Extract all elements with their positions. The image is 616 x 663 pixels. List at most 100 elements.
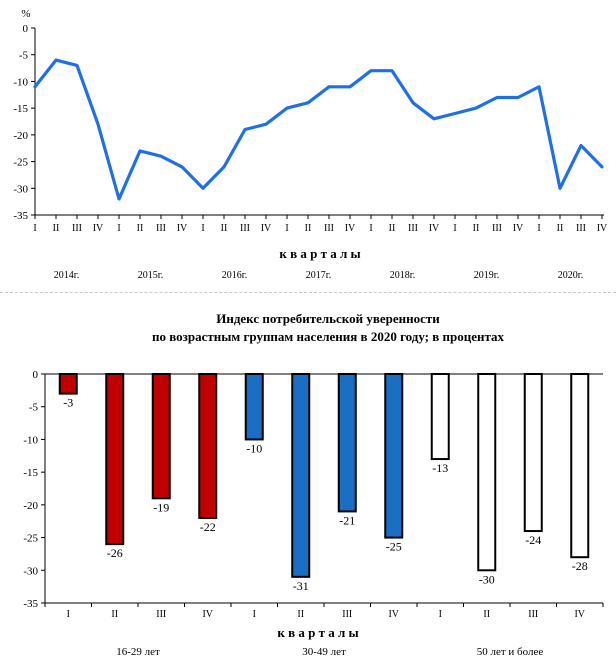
x-tick-label: III xyxy=(240,223,250,234)
bar xyxy=(430,373,450,461)
x-tick-label: IV xyxy=(93,223,104,234)
x-tick-label: IV xyxy=(177,223,188,234)
x-tick-label: I xyxy=(369,223,372,234)
x-tick-label: II xyxy=(305,223,312,234)
data-point xyxy=(327,85,331,88)
data-point xyxy=(285,106,289,110)
data-point xyxy=(243,128,247,131)
y-tick-label: -5 xyxy=(19,50,29,62)
bar-chart-bars xyxy=(58,373,590,578)
bar xyxy=(291,373,311,578)
y-tick-label: 0 xyxy=(33,369,39,381)
data-point xyxy=(159,155,163,158)
x-tick-label: I xyxy=(117,223,120,234)
bar-chart-group-labels: 16-29 лет 30-49 лет 50 лет и более xyxy=(116,646,543,658)
bar-chart-subtitle: по возрастным группам населения в 2020 г… xyxy=(152,329,505,344)
data-point xyxy=(474,106,478,110)
data-point xyxy=(222,165,226,169)
x-tick-label: III xyxy=(342,609,352,620)
x-tick-label: I xyxy=(537,223,540,234)
data-point xyxy=(537,85,541,88)
value-label-bg xyxy=(520,534,546,548)
x-tick-label: I xyxy=(285,223,288,234)
year-label: 2018г. xyxy=(390,270,415,281)
data-point xyxy=(390,69,394,72)
x-tick-label: I xyxy=(453,223,456,234)
value-label-bg xyxy=(334,514,360,528)
bar xyxy=(151,373,171,500)
x-tick-label: III xyxy=(528,609,538,620)
data-point xyxy=(117,197,121,201)
value-label-bg xyxy=(102,547,128,561)
value-label-bg xyxy=(58,396,78,410)
value-label: -21 xyxy=(339,513,355,527)
y-tick-label: -20 xyxy=(13,130,28,142)
value-label-bg xyxy=(288,579,314,593)
x-tick-label: IV xyxy=(345,223,356,234)
y-unit-label: % xyxy=(21,8,30,20)
year-label: 2017г. xyxy=(306,270,331,281)
data-point xyxy=(201,187,205,190)
x-tick-label: I xyxy=(67,609,70,620)
age-group-label: 50 лет и более xyxy=(477,646,544,658)
data-point xyxy=(54,58,58,62)
data-point xyxy=(453,112,457,115)
year-label: 2016г. xyxy=(222,270,247,281)
value-label: -10 xyxy=(246,441,262,455)
y-tick-label: 0 xyxy=(23,23,29,35)
line-chart-x-ticks: I II III IV I II III IV I II III IV I II III IV I II III IV… xyxy=(33,215,608,234)
data-point xyxy=(180,165,184,169)
bar xyxy=(198,373,218,519)
data-point xyxy=(369,69,373,72)
x-tick-label: II xyxy=(297,609,304,620)
x-tick-label: I xyxy=(253,609,256,620)
x-tick-label: IV xyxy=(202,609,213,620)
quarterly-index-line-chart: % 0-5-10-15-20-25-30-35 I II III IV I II III IV… xyxy=(13,8,608,281)
data-point xyxy=(96,122,100,126)
bar-chart-title: Индекс потребительской уверенности xyxy=(216,311,440,326)
value-label-bg xyxy=(241,442,267,456)
value-label-bg xyxy=(427,462,453,476)
x-tick-label: III xyxy=(156,223,166,234)
value-label: -28 xyxy=(572,559,588,573)
year-label: 2015г. xyxy=(138,270,163,281)
bar-chart-x-axis-title: к в а р т а л ы xyxy=(277,625,358,640)
x-tick-label: II xyxy=(53,223,60,234)
x-tick-label: II xyxy=(483,609,490,620)
value-label: -31 xyxy=(293,579,309,593)
value-label: -3 xyxy=(63,396,73,410)
x-tick-label: IV xyxy=(261,223,272,234)
x-tick-label: II xyxy=(137,223,144,234)
data-point xyxy=(411,101,415,105)
bar xyxy=(523,373,543,533)
y-tick-label: -10 xyxy=(13,76,28,88)
x-tick-label: II xyxy=(389,223,396,234)
y-tick-label: -10 xyxy=(23,434,38,446)
value-label: -30 xyxy=(479,572,495,586)
year-label: 2014г. xyxy=(54,270,79,281)
x-tick-label: II xyxy=(221,223,228,234)
value-label: -26 xyxy=(107,546,123,560)
y-tick-label: -20 xyxy=(23,500,38,512)
value-label: -19 xyxy=(153,500,169,514)
bar xyxy=(477,373,497,572)
bar xyxy=(58,373,78,395)
data-point xyxy=(495,96,499,99)
value-label-bg xyxy=(148,501,174,515)
y-tick-label: -35 xyxy=(13,210,28,222)
y-tick-label: -25 xyxy=(23,533,38,545)
age-group-label: 30-49 лет xyxy=(302,646,346,658)
value-label: -22 xyxy=(200,520,216,534)
value-label-bg xyxy=(567,560,593,574)
y-tick-label: -35 xyxy=(23,598,38,610)
x-tick-label: III xyxy=(408,223,418,234)
year-label: 2020г. xyxy=(558,270,583,281)
x-tick-label: III xyxy=(492,223,502,234)
x-tick-label: IV xyxy=(429,223,440,234)
x-tick-label: III xyxy=(156,609,166,620)
x-tick-label: IV xyxy=(597,223,608,234)
age-group-label: 16-29 лет xyxy=(116,646,160,658)
value-label: -13 xyxy=(432,461,448,475)
data-point xyxy=(579,144,583,147)
bar-chart-value-labels: -3 -26 -19 -22 -10 -31 -21 -25 -13 -30 -24 -28 xyxy=(58,396,593,593)
